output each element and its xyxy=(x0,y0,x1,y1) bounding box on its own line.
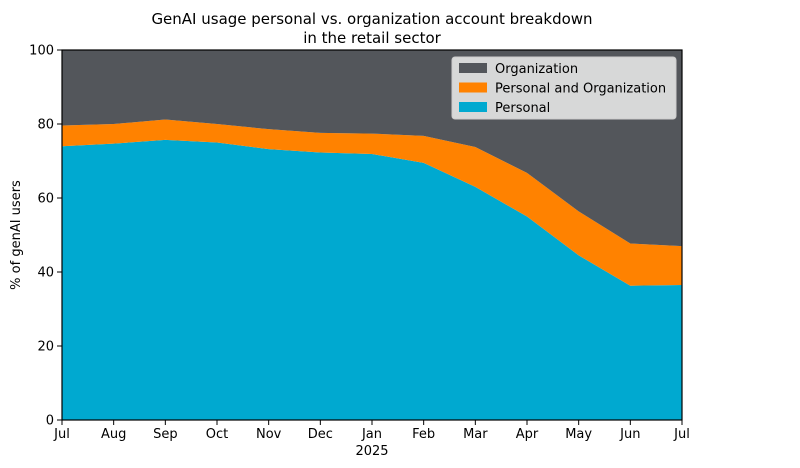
axes: 0 20 40 60 80 100 Jul Aug Sep Oct Nov Dec Jan 2025 Feb… xyxy=(29,44,690,460)
area-personal-and-organization xyxy=(62,119,682,286)
x-tick-label: Feb xyxy=(412,427,435,442)
x-tick-label: Nov xyxy=(256,427,282,442)
y-tick-label: 0 xyxy=(46,414,54,429)
x-tick-label: Dec xyxy=(308,427,333,442)
legend-swatch-personal xyxy=(459,102,487,112)
x-tick-label: Jul xyxy=(53,427,70,442)
chart-title-line2: in the retail sector xyxy=(303,29,441,47)
x-tick-label: May xyxy=(565,427,592,442)
x-tick-label: Apr xyxy=(516,427,539,442)
chart-title-line1: GenAI usage personal vs. organization ac… xyxy=(151,10,592,28)
y-tick-label: 80 xyxy=(37,118,54,133)
legend-label-personal-and-organization: Personal and Organization xyxy=(495,82,666,97)
y-axis-label: % of genAI users xyxy=(9,180,24,290)
area-personal xyxy=(62,139,682,420)
x-year-label: 2025 xyxy=(355,444,388,459)
y-tick-label: 100 xyxy=(29,44,54,59)
x-tick-label: Jul xyxy=(673,427,690,442)
x-tick-label: Oct xyxy=(206,427,228,442)
legend-box xyxy=(451,56,677,120)
legend-swatch-personal-and-organization xyxy=(459,82,487,93)
y-tick-label: 60 xyxy=(37,192,54,207)
legend-label-personal: Personal xyxy=(495,101,550,116)
legend: Organization Personal and Organization Per… xyxy=(451,56,677,120)
legend-label-organization: Organization xyxy=(495,62,578,77)
x-tick-label: Aug xyxy=(101,427,126,442)
y-tick-label: 20 xyxy=(37,340,54,355)
x-tick-label: Sep xyxy=(153,427,178,442)
legend-swatch-organization xyxy=(459,63,487,73)
x-tick-label: Jan xyxy=(361,427,382,442)
y-tick-label: 40 xyxy=(37,266,54,281)
x-tick-label: Jun xyxy=(619,427,640,442)
x-tick-label: Mar xyxy=(463,427,488,442)
